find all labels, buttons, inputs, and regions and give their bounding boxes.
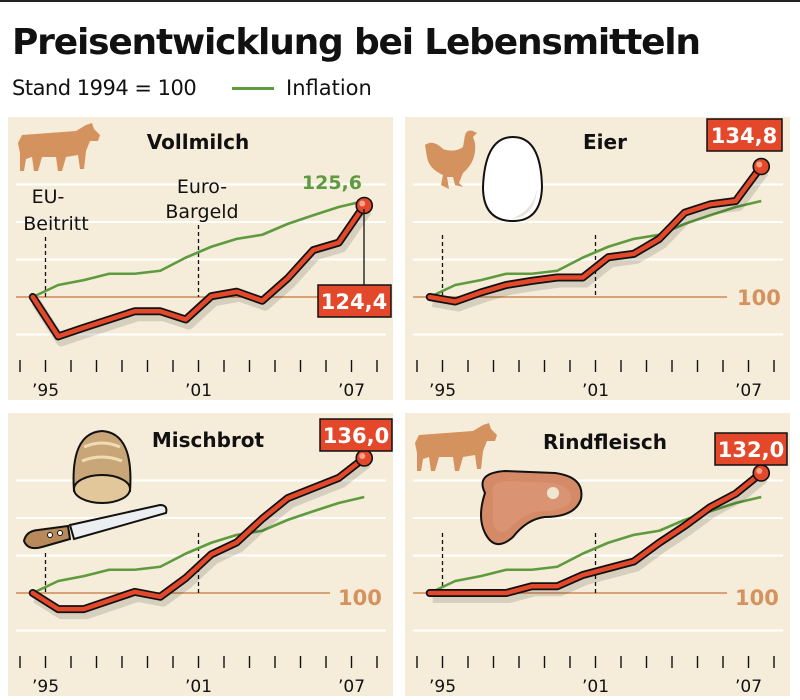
end-point-highlight [756, 161, 763, 168]
inflation-end-label: 125,6 [302, 172, 362, 194]
price-line-shadow [33, 459, 371, 620]
end-label: 136,0 [323, 424, 389, 448]
inflation-line [32, 495, 365, 595]
baseline-label: 100 [338, 586, 382, 610]
end-point-highlight [359, 453, 366, 459]
end-label-box [319, 418, 393, 452]
chart-rindfleisch: Rindfleisch 132,0 100 ’95 ’01 ’07 [413, 423, 788, 696]
x-tick-label: ’07 [338, 677, 365, 696]
x-tick-label: ’95 [32, 381, 59, 400]
bread-icon [72, 429, 132, 504]
annotation-eu-2: Beitritt [23, 213, 88, 235]
chicken-icon [425, 130, 477, 189]
cow-icon [18, 123, 100, 171]
legend-inflation-swatch [232, 86, 274, 90]
x-tick-label: ’01 [582, 381, 609, 400]
price-line-shadow [31, 207, 372, 347]
egg-icon [481, 135, 544, 223]
panel-mischbrot: Mischbrot 136,0 100 ’95 ’01 ’07 [8, 413, 393, 696]
end-label: 132,0 [718, 438, 784, 462]
x-tick-label: ’01 [582, 677, 609, 696]
cow-icon [415, 423, 497, 471]
panel-title: Vollmilch [147, 130, 249, 154]
x-tick-label: ’07 [735, 381, 762, 400]
steak-icon [480, 469, 583, 545]
baseline-label: 100 [737, 286, 781, 310]
chart-mischbrot: Mischbrot 136,0 100 ’95 ’01 ’07 [16, 418, 393, 696]
top-rule [0, 0, 800, 2]
end-label-box [714, 432, 788, 466]
legend: Inflation [232, 76, 372, 100]
annotation-euro: Euro- [177, 176, 227, 198]
annotation-eu: EU- [32, 186, 65, 208]
chart-eier: Eier 134,8 100 ’95 ’01 ’07 [413, 118, 783, 400]
x-tick-label: ’95 [429, 381, 456, 400]
panel-vollmilch: Vollmilch EU- Beitritt Euro- Bargeld 125… [8, 117, 393, 400]
x-tick-label: ’95 [32, 677, 59, 696]
end-label-box [706, 118, 783, 152]
chart-vollmilch: Vollmilch EU- Beitritt Euro- Bargeld 125… [16, 123, 392, 400]
panel-rindfleisch: Rindfleisch 132,0 100 ’95 ’01 ’07 [405, 413, 790, 696]
panel-title: Eier [583, 130, 627, 154]
x-tick-label: ’07 [338, 381, 365, 400]
annotation-euro-2: Bargeld [165, 201, 238, 223]
page-title: Preisentwicklung bei Lebensmitteln [12, 22, 701, 63]
legend-inflation-label: Inflation [286, 76, 372, 100]
baseline-label: 100 [735, 586, 779, 610]
end-point-highlight [359, 200, 366, 207]
x-tick-label: ’01 [185, 677, 212, 696]
inflation-line [429, 199, 762, 299]
price-line [427, 164, 764, 304]
price-line [30, 203, 367, 339]
price-line [30, 455, 367, 612]
panel-title: Rindfleisch [543, 430, 667, 454]
x-tick-label: ’07 [735, 677, 762, 696]
price-line [427, 470, 764, 596]
price-line-shadow [431, 168, 769, 312]
inflation-line [32, 199, 365, 299]
knife-icon [22, 503, 168, 550]
x-tick-label: ’01 [185, 381, 212, 400]
end-point-highlight [756, 468, 763, 474]
end-label-box [317, 284, 392, 318]
end-label: 124,4 [321, 290, 387, 314]
end-label: 134,8 [711, 124, 777, 148]
x-tick-label: ’95 [429, 677, 456, 696]
subtitle: Stand 1994 = 100 [12, 76, 197, 100]
price-line-shadow [432, 474, 768, 603]
panel-eier: Eier 134,8 100 ’95 ’01 ’07 [405, 117, 790, 400]
panel-title: Mischbrot [152, 428, 265, 452]
